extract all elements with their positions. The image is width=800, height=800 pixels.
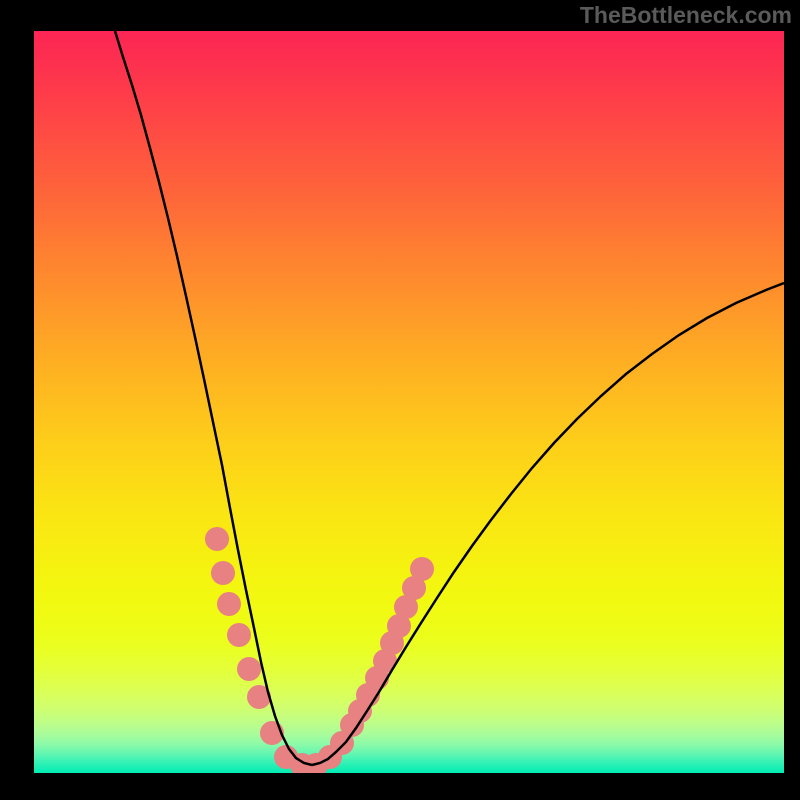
chart-frame: TheBottleneck.com — [0, 0, 800, 800]
plot-area — [34, 31, 784, 773]
gradient-background — [34, 31, 784, 773]
scatter-marker — [217, 592, 241, 616]
scatter-marker — [211, 561, 235, 585]
chart-svg — [34, 31, 784, 773]
scatter-marker — [410, 557, 434, 581]
scatter-marker — [237, 657, 261, 681]
scatter-marker — [205, 527, 229, 551]
watermark-text: TheBottleneck.com — [580, 2, 792, 29]
scatter-marker — [227, 623, 251, 647]
